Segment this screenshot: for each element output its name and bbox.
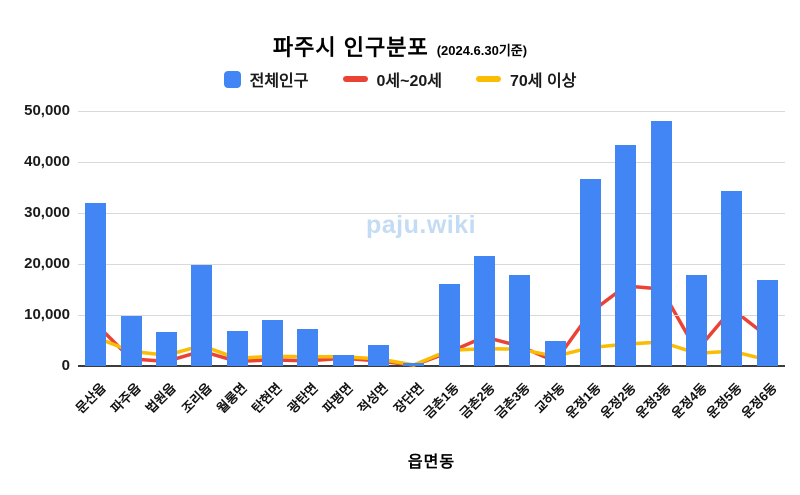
bar-운정6동[interactable]: [756, 279, 778, 366]
bar-금촌3동[interactable]: [509, 274, 531, 366]
x-axis: 문산읍 파주읍 법원읍 조리읍 월롱면 탄현면 광탄면 파평면 적성면 장단면 금촌1동 금촌2동 금촌…: [72, 372, 785, 442]
legend: 전체인구 0세~20세 70세 이상: [0, 68, 800, 90]
red-line-series-swatch-icon: [342, 76, 368, 82]
bar-월롱면[interactable]: [226, 330, 248, 366]
chart-title: 파주시 인구분포 (2024.6.30기준): [0, 30, 800, 62]
y-tick-label: 10,000: [24, 306, 70, 323]
legend-label: 0세~20세: [376, 73, 442, 90]
bar-장단면[interactable]: [403, 362, 425, 366]
gridline: [78, 162, 785, 163]
plot-area: [78, 111, 785, 367]
bar-파평면[interactable]: [332, 355, 354, 366]
bar-운정1동[interactable]: [580, 179, 602, 366]
legend-item-total-population: 전체인구: [223, 67, 309, 91]
gridline: [78, 315, 785, 316]
bar-운정4동[interactable]: [686, 274, 708, 366]
legend-label: 70세 이상: [509, 73, 577, 90]
bar-조리읍[interactable]: [191, 264, 213, 366]
y-axis: 0 10,000 20,000 30,000 40,000 50,000: [0, 102, 70, 374]
bar-운정2동[interactable]: [615, 144, 637, 366]
gridline: [78, 213, 785, 214]
y-tick-label: 0: [61, 357, 70, 374]
legend-label: 전체인구: [249, 73, 309, 90]
bar-금촌2동[interactable]: [474, 256, 496, 366]
legend-item-age-0-20: 0세~20세: [342, 67, 442, 91]
bar-series-swatch-icon: [223, 70, 241, 88]
chart-title-date: (2024.6.30기준): [436, 43, 528, 58]
y-tick-label: 30,000: [24, 204, 70, 221]
y-tick-label: 50,000: [24, 102, 70, 119]
yellow-line-series-swatch-icon: [475, 76, 501, 82]
bar-파주읍[interactable]: [120, 315, 142, 366]
bar-교하동[interactable]: [544, 340, 566, 366]
bar-문산읍[interactable]: [85, 203, 107, 366]
bar-운정3동[interactable]: [650, 121, 672, 366]
y-tick-label: 40,000: [24, 153, 70, 170]
bar-운정5동[interactable]: [721, 191, 743, 366]
bar-법원읍[interactable]: [155, 331, 177, 366]
legend-item-age-70-plus: 70세 이상: [475, 67, 577, 91]
gridline: [78, 111, 785, 112]
y-tick-label: 20,000: [24, 255, 70, 272]
chart-title-text: 파주시 인구분포: [272, 35, 429, 60]
bar-금촌1동[interactable]: [438, 283, 460, 366]
bar-적성면[interactable]: [367, 345, 389, 366]
bar-광탄면[interactable]: [297, 328, 319, 366]
gridline: [78, 264, 785, 265]
x-axis-baseline: [78, 365, 785, 367]
watermark: paju.wiki: [366, 211, 477, 239]
x-axis-title: 읍면동: [407, 454, 456, 471]
bar-탄현면[interactable]: [261, 319, 283, 366]
